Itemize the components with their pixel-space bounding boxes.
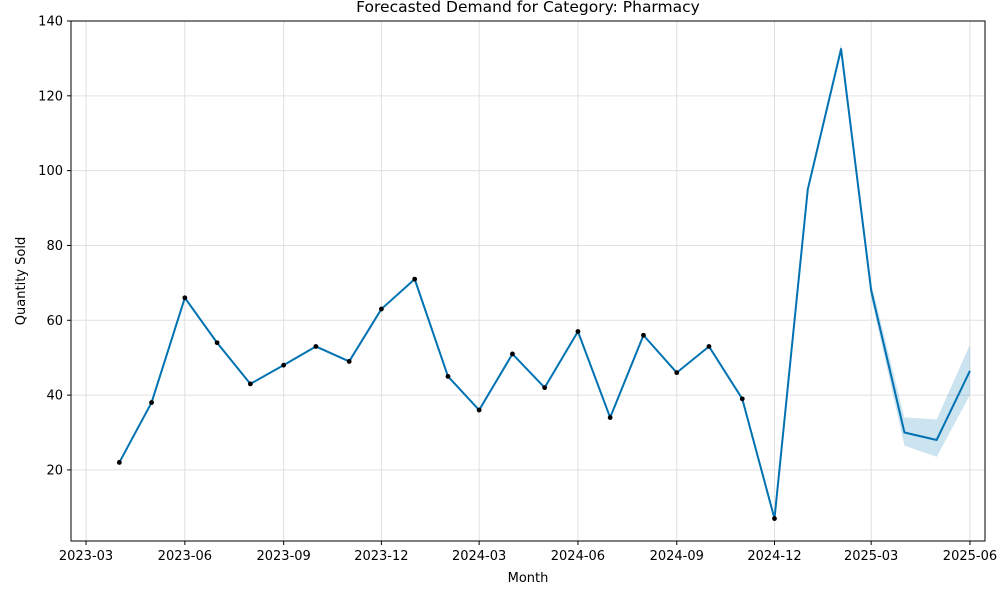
observed-point bbox=[116, 460, 122, 465]
y-tick-label: 60 bbox=[46, 314, 63, 329]
confidence-interval-band bbox=[119, 43, 970, 520]
observed-point bbox=[182, 295, 188, 301]
observed-point bbox=[378, 306, 384, 312]
axis-ticks: 2023-03 2023-06 2023-09 2023-12 2024-03 2024-… bbox=[38, 15, 997, 565]
observed-point bbox=[445, 373, 451, 379]
x-axis-label: Month bbox=[508, 571, 549, 586]
observed-points bbox=[116, 276, 777, 521]
observed-point bbox=[313, 344, 319, 349]
observed-point bbox=[281, 362, 287, 368]
chart-title: Forecasted Demand for Category: Pharmacy bbox=[356, 0, 700, 16]
observed-point bbox=[510, 351, 515, 357]
plot-frame bbox=[70, 20, 986, 542]
observed-point bbox=[575, 329, 581, 334]
y-tick-label: 100 bbox=[38, 164, 63, 179]
x-tick-label: 2024-12 bbox=[747, 549, 801, 564]
observed-point bbox=[706, 344, 712, 349]
forecast-line bbox=[118, 48, 971, 520]
x-tick-label: 2025-06 bbox=[943, 549, 997, 564]
observed-point bbox=[149, 400, 154, 405]
x-tick-label: 2024-09 bbox=[650, 549, 704, 564]
x-tick-label: 2025-03 bbox=[844, 549, 898, 564]
y-tick-label: 140 bbox=[38, 15, 63, 30]
x-tick-label: 2023-06 bbox=[158, 549, 212, 564]
y-tick-label: 40 bbox=[46, 389, 63, 404]
observed-point bbox=[607, 415, 613, 420]
observed-point bbox=[641, 332, 646, 338]
x-tick-label: 2023-03 bbox=[59, 549, 113, 564]
x-tick-label: 2023-09 bbox=[256, 549, 310, 564]
y-tick-label: 20 bbox=[46, 463, 63, 478]
x-tick-label: 2024-03 bbox=[452, 549, 506, 564]
observed-point bbox=[674, 370, 680, 376]
x-tick-label: 2023-12 bbox=[354, 549, 408, 564]
observed-point bbox=[772, 516, 777, 521]
observed-point bbox=[739, 396, 745, 402]
x-tick-label: 2024-06 bbox=[551, 549, 605, 564]
y-axis-label: Quantity Sold bbox=[14, 237, 29, 325]
y-tick-label: 80 bbox=[46, 239, 63, 254]
y-tick-label: 120 bbox=[38, 89, 63, 104]
observed-point bbox=[542, 385, 548, 391]
observed-point bbox=[247, 381, 253, 387]
observed-point bbox=[346, 359, 352, 364]
observed-point bbox=[412, 276, 418, 282]
observed-point bbox=[214, 340, 220, 346]
observed-point bbox=[476, 407, 482, 413]
